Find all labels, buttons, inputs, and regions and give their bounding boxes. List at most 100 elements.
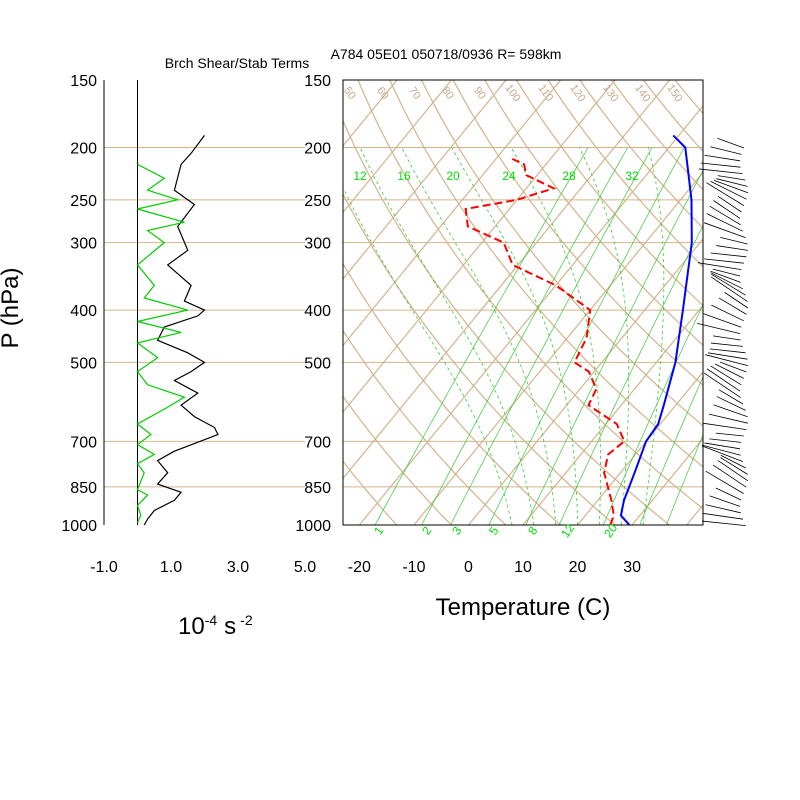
mixing-ratio-line: [639, 376, 703, 525]
isotherm-line: [631, 437, 703, 525]
isotherm-line: [741, 80, 800, 525]
mixing-ratio-label-top: 12: [353, 169, 367, 183]
isotherm-line: [0, 80, 288, 525]
wind-barb: [697, 323, 741, 334]
middle-y-tick-label: 150: [304, 73, 331, 90]
wind-barb: [709, 348, 746, 354]
dry-adiabat-line: [547, 80, 703, 268]
wind-barb: [720, 454, 746, 469]
wind-barb: [697, 262, 742, 270]
isotherm-line: [796, 80, 800, 525]
dewpoint-profile: [464, 157, 626, 525]
wind-barb: [704, 258, 744, 264]
x-label-base: 10: [178, 613, 205, 640]
mixing-ratio-label-bottom: 3: [449, 524, 464, 538]
wind-barbs: [697, 138, 749, 526]
moist-adiabat-line: [401, 147, 557, 525]
wind-barb: [708, 352, 748, 360]
dry-adiabat-label: 50: [341, 85, 358, 102]
wind-barb: [710, 146, 742, 155]
mixing-ratio-label-bottom: 12: [558, 521, 577, 540]
left-y-tick-label: 250: [70, 193, 97, 210]
wind-barb: [700, 162, 741, 168]
x-label-unit: s: [224, 613, 236, 640]
mixing-ratio-label-bottom: 1: [371, 524, 386, 538]
shear-stability-panel: 150 150 200 200 250 250 300 300 400 400 500 500 700 7…: [61, 73, 331, 576]
dry-adiabat-line: [707, 80, 800, 525]
isotherm-line: [343, 80, 616, 413]
dry-adiabat-line: [343, 192, 616, 525]
right-x-tick-label: 0: [464, 559, 473, 576]
wind-barb: [713, 404, 748, 418]
wind-barb: [703, 222, 746, 238]
left-y-tick-label: 400: [70, 303, 97, 320]
isotherm-line: [0, 80, 233, 525]
mixing-ratio-line: [665, 434, 703, 525]
isotherm-line: [686, 504, 703, 525]
wind-barb: [711, 273, 746, 296]
left-y-tick-label: 1000: [61, 518, 97, 535]
mixing-ratio-label-top: 28: [562, 169, 576, 183]
wind-barb: [714, 180, 749, 194]
wind-barb: [708, 413, 748, 424]
wind-barb: [703, 313, 742, 328]
right-x-tick-label: 30: [623, 559, 641, 576]
left-panel-title: Brch Shear/Stab Terms: [165, 55, 309, 71]
wind-barb: [706, 368, 741, 392]
dry-adiabat-label: 130: [600, 82, 620, 104]
wind-barb: [711, 304, 744, 322]
mixing-ratio-line: [488, 147, 685, 525]
skew-grid: [0, 80, 800, 525]
left-x-tick-label: 1.0: [160, 559, 182, 576]
wind-barb: [717, 175, 746, 181]
wind-barb: [705, 504, 741, 514]
mixing-ratio-label-bottom: 2: [419, 524, 434, 538]
wind-barb: [720, 237, 748, 245]
wind-barb: [710, 365, 742, 386]
isotherm-line: [343, 80, 453, 214]
wind-barb: [710, 270, 741, 283]
right-x-tick-label: -10: [402, 559, 425, 576]
left-y-tick-label: 200: [70, 140, 97, 157]
dry-adiabat-label: 70: [406, 85, 423, 102]
left-x-tick-label: 5.0: [294, 559, 316, 576]
stability-term-line: [136, 163, 188, 523]
wind-barb: [717, 460, 749, 482]
mixing-ratio-line: [525, 169, 703, 525]
left-y-tick-label: 150: [70, 73, 97, 90]
wind-barb: [709, 205, 741, 226]
isotherm-line: [343, 80, 562, 347]
right-panel-title: A784 05E01 050718/0936 R= 598km: [331, 46, 562, 62]
middle-y-tick-label: 250: [304, 193, 331, 210]
left-y-tick-label: 700: [70, 434, 97, 451]
dry-adiabat-line: [770, 80, 800, 525]
isotherm-line: [0, 80, 342, 525]
x-label-exponent-2: -2: [240, 612, 253, 628]
mixing-ratio-label-top: 20: [446, 169, 460, 183]
wind-barb: [720, 361, 747, 373]
wind-barb: [710, 276, 748, 302]
wind-barb: [724, 292, 749, 309]
dry-adiabat-label: 60: [374, 85, 391, 102]
dry-adiabat-label: 150: [664, 82, 684, 104]
dry-adiabat-line: [357, 80, 703, 510]
left-x-axis-label: 10-4 s -2: [178, 612, 253, 640]
wind-barb: [703, 372, 741, 398]
dry-adiabat-line: [420, 80, 703, 427]
wind-barb: [710, 342, 743, 347]
left-y-tick-label: 850: [70, 480, 97, 497]
dry-adiabat-line: [343, 119, 670, 525]
wind-barb: [717, 138, 745, 149]
wind-barb: [717, 195, 742, 213]
mixing-ratio-line: [421, 147, 629, 525]
x-label-exponent-1: -4: [205, 612, 218, 628]
dry-adiabat-line: [389, 80, 703, 468]
wind-barb: [701, 520, 746, 526]
wind-barb: [701, 445, 744, 462]
dry-adiabat-line: [343, 262, 561, 525]
dry-adiabat-line: [738, 80, 800, 525]
wind-barb: [720, 457, 748, 475]
wind-barb: [703, 513, 744, 520]
